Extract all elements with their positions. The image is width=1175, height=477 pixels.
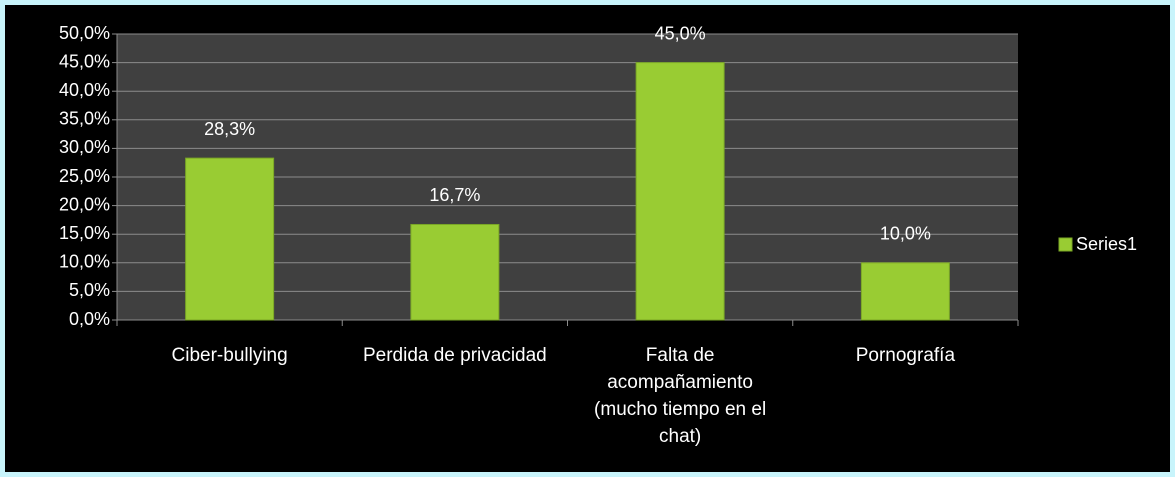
data-label: 16,7% xyxy=(429,185,480,205)
y-tick-label: 30,0% xyxy=(59,137,110,157)
y-tick-label: 20,0% xyxy=(59,194,110,214)
y-tick-label: 15,0% xyxy=(59,223,110,243)
y-tick-label: 35,0% xyxy=(59,109,110,129)
bar xyxy=(860,262,950,321)
bar xyxy=(410,223,500,321)
y-tick-label: 0,0% xyxy=(69,309,110,329)
y-tick-label: 40,0% xyxy=(59,80,110,100)
data-label: 28,3% xyxy=(204,119,255,139)
x-tick-label: Ciber-bullying xyxy=(171,345,288,366)
data-label: 10,0% xyxy=(880,224,931,244)
legend-swatch xyxy=(1058,237,1073,252)
data-label: 45,0% xyxy=(655,23,706,43)
y-tick-label: 10,0% xyxy=(59,252,110,272)
y-tick-label: 5,0% xyxy=(69,280,110,300)
x-tick-label: Falta de acompañamiento (mucho tiempo en… xyxy=(594,345,767,447)
legend-label: Series1 xyxy=(1076,234,1137,254)
y-tick-label: 50,0% xyxy=(59,23,110,43)
y-tick-label: 45,0% xyxy=(59,51,110,71)
y-tick-label: 25,0% xyxy=(59,166,110,186)
x-tick-label: Pornografía xyxy=(855,345,956,366)
bar xyxy=(185,157,275,321)
bar xyxy=(635,62,725,321)
x-tick-label: Perdida de privacidad xyxy=(362,345,547,366)
